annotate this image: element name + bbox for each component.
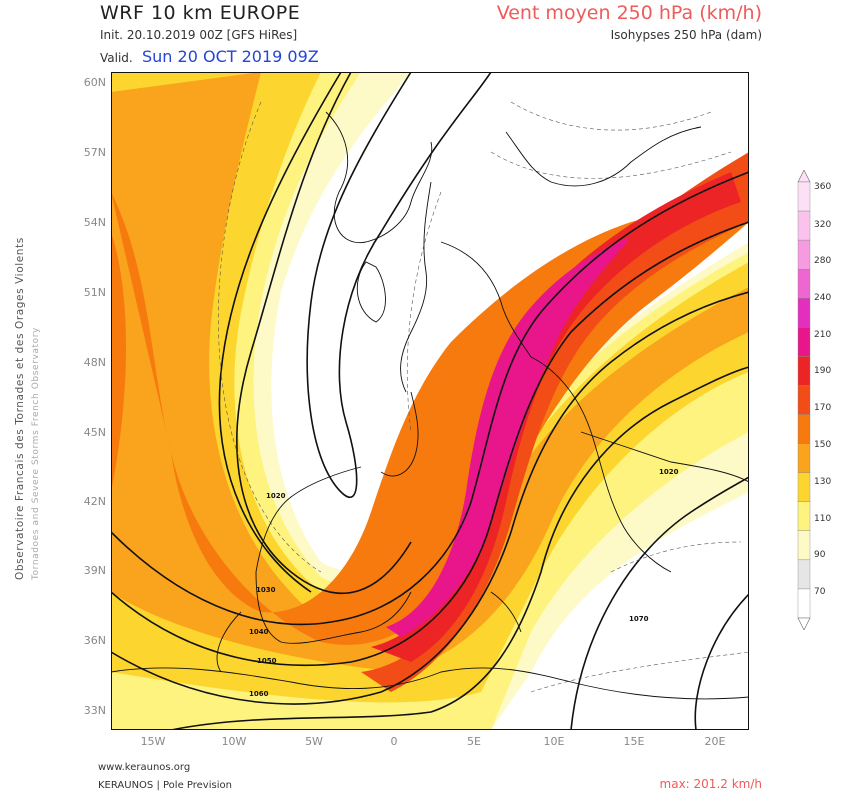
wind-band-110 <box>111 72 749 703</box>
lat-label: 36N <box>83 634 106 647</box>
field-title: Vent moyen 250 hPa (km/h) <box>496 2 762 24</box>
valid-time: Sun 20 OCT 2019 09Z <box>142 47 319 66</box>
credit-text: KERAUNOS | Pole Prevision <box>98 780 232 791</box>
colorbar-label: 90 <box>814 550 826 560</box>
colorbar-segment <box>797 588 811 619</box>
wind-band-210 <box>386 237 631 637</box>
colorbar-segment <box>797 559 811 590</box>
max-wind-value: max: 201.2 km/h <box>659 777 762 791</box>
contour-label-1070: 1070 <box>629 615 649 623</box>
contour-label-1060: 1060 <box>249 690 269 698</box>
lon-label: 20E <box>704 735 726 748</box>
colorbar-label: 70 <box>814 587 826 597</box>
weather-map: 1020 1030 1040 1050 1060 1020 1070 <box>111 72 749 730</box>
lon-label: 5W <box>305 735 323 748</box>
colorbar-segment <box>797 414 811 444</box>
lon-label: 10E <box>543 735 565 748</box>
valid-label: Valid. <box>100 51 133 65</box>
colorbar-top-arrow <box>797 170 811 183</box>
wind-band-130 <box>111 72 749 672</box>
colorbar-label: 240 <box>814 293 832 303</box>
lat-label: 54N <box>83 216 106 229</box>
isohypses-subtitle: Isohypses 250 hPa (dam) <box>610 28 762 42</box>
map-frame <box>111 72 749 730</box>
contour-label-1020-east: 1020 <box>659 468 679 476</box>
website-url: www.keraunos.org <box>98 762 191 773</box>
colorbar-segment <box>797 530 811 561</box>
lon-label: 15W <box>140 735 166 748</box>
colorbar-label: 190 <box>814 366 832 376</box>
coastlines <box>111 111 749 700</box>
colorbar-segment <box>797 472 811 502</box>
contour-label-1030: 1030 <box>256 586 276 594</box>
map-title: WRF 10 km EUROPE <box>100 2 301 24</box>
colorbar-segment <box>797 298 811 328</box>
lon-label: 15E <box>623 735 645 748</box>
side-credit-english: Tornadoes and Severe Storms French Obser… <box>31 327 41 580</box>
lat-label: 48N <box>83 356 106 369</box>
lon-label: 10W <box>221 735 247 748</box>
contour-label-1050: 1050 <box>257 657 277 665</box>
colorbar-segment <box>797 239 811 270</box>
colorbar-label: 210 <box>814 330 832 340</box>
lat-label: 60N <box>83 76 106 89</box>
lon-label: 0 <box>390 735 398 748</box>
lat-label: 57N <box>83 146 106 159</box>
lon-label: 5E <box>467 735 481 748</box>
lat-label: 51N <box>83 286 106 299</box>
colorbar-segment <box>797 327 811 357</box>
wind-speed-colorbar <box>797 170 811 630</box>
colorbar-label: 280 <box>814 256 832 266</box>
contour-label-1020: 1020 <box>266 492 286 500</box>
wind-band-west <box>111 232 126 492</box>
lat-label: 42N <box>83 495 106 508</box>
contour-label-group: 1020 1030 1040 1050 1060 1020 1070 <box>249 468 679 698</box>
colorbar-label: 110 <box>814 514 832 524</box>
contour-label-1040: 1040 <box>249 628 269 636</box>
colorbar-label: 320 <box>814 220 832 230</box>
side-credit: Observatoire Francais des Tornades et de… <box>14 237 26 580</box>
colorbar-segment <box>797 443 811 473</box>
colorbar-label: 170 <box>814 403 832 413</box>
colorbar-label: 130 <box>814 477 832 487</box>
colorbar-bottom-arrow <box>797 617 811 630</box>
wind-contours <box>218 101 749 693</box>
colorbar-segment <box>797 181 811 212</box>
lat-label: 45N <box>83 426 106 439</box>
colorbar-segment <box>797 268 811 299</box>
colorbar-segment <box>797 501 811 532</box>
colorbar-label: 360 <box>814 182 832 192</box>
lat-label: 33N <box>83 704 106 717</box>
colorbar-label: 150 <box>814 440 832 450</box>
colorbar-segment <box>797 356 811 386</box>
colorbar-segment <box>797 385 811 415</box>
init-time: Init. 20.10.2019 00Z [GFS HiRes] <box>100 28 298 42</box>
colorbar-segment <box>797 210 811 241</box>
lat-label: 39N <box>83 564 106 577</box>
